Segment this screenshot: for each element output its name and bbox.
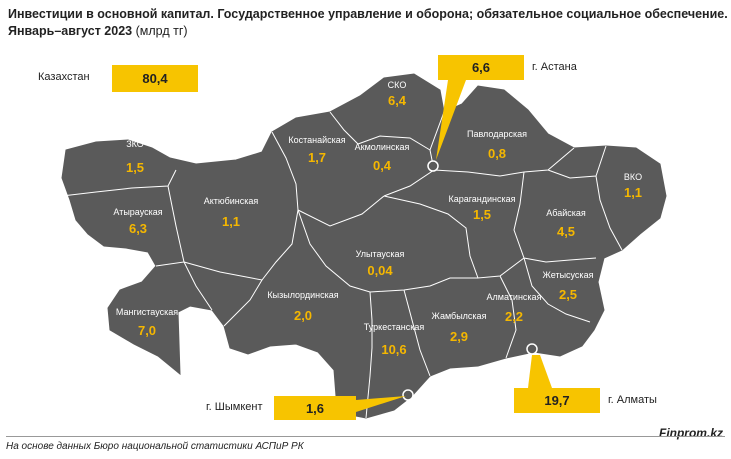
region-value-abai: 4,5 bbox=[556, 224, 576, 239]
shymkent-pointer bbox=[356, 396, 406, 412]
country-shape bbox=[61, 73, 667, 419]
title-line-1: Инвестиции в основной капитал. Государст… bbox=[8, 7, 728, 21]
astana-marker bbox=[427, 160, 439, 172]
total-value: 80,4 bbox=[112, 65, 198, 92]
region-name-turkestan: Туркестанская bbox=[363, 322, 425, 332]
astana-value: 6,6 bbox=[438, 55, 524, 80]
shymkent-label: г. Шымкент bbox=[206, 401, 263, 413]
region-name-sko: СКО bbox=[387, 80, 407, 90]
region-name-abai: Абайская bbox=[546, 208, 586, 218]
region-name-akmola: Акмолинская bbox=[354, 142, 410, 152]
region-name-kostanay: Костанайская bbox=[288, 135, 346, 145]
almaty-label: г. Алматы bbox=[608, 394, 657, 406]
region-name-pavlodar: Павлодарская bbox=[467, 129, 527, 139]
region-borders bbox=[61, 111, 623, 419]
region-value-akmola: 0,4 bbox=[372, 158, 392, 173]
almaty-marker bbox=[526, 343, 538, 355]
almaty-value: 19,7 bbox=[514, 388, 600, 413]
region-value-kostanay: 1,7 bbox=[307, 150, 327, 165]
chart-title: Инвестиции в основной капитал. Государст… bbox=[8, 6, 728, 40]
title-unit: (млрд тг) bbox=[135, 24, 188, 38]
region-name-kyzylorda: Кызылординская bbox=[267, 290, 339, 300]
region-name-ulytau: Улытауская bbox=[355, 249, 405, 259]
region-name-karaganda: Карагандинская bbox=[448, 194, 516, 204]
region-name-zhetysu: Жетысуская bbox=[542, 270, 594, 280]
region-value-almaty-region: 2,2 bbox=[504, 309, 524, 324]
region-name-almaty-region: Алматинская bbox=[486, 292, 542, 302]
source-note: На основе данных Бюро национальной стати… bbox=[6, 441, 304, 452]
region-value-zhetysu: 2,5 bbox=[558, 287, 578, 302]
region-value-kyzylorda: 2,0 bbox=[293, 308, 313, 323]
region-name-mangistau: Мангистауская bbox=[115, 307, 179, 317]
region-value-vko: 1,1 bbox=[623, 185, 643, 200]
footer-divider bbox=[6, 436, 725, 437]
shymkent-marker bbox=[402, 389, 414, 401]
region-value-zko: 1,5 bbox=[125, 160, 145, 175]
region-value-ulytau: 0,04 bbox=[367, 263, 393, 278]
total-label: Казахстан bbox=[38, 71, 90, 83]
brand-logo-text: Finprom.kz bbox=[658, 426, 723, 440]
region-name-zhambyl: Жамбылская bbox=[431, 311, 487, 321]
region-name-aktobe: Актюбинская bbox=[203, 196, 259, 206]
region-value-turkestan: 10,6 bbox=[381, 342, 407, 357]
region-value-atyrau: 6,3 bbox=[128, 221, 148, 236]
region-name-atyrau: Атырауская bbox=[113, 207, 163, 217]
region-value-zhambyl: 2,9 bbox=[449, 329, 469, 344]
region-value-mangistau: 7,0 bbox=[137, 323, 157, 338]
region-name-vko: ВКО bbox=[623, 172, 643, 182]
region-value-sko: 6,4 bbox=[387, 93, 407, 108]
region-value-karaganda: 1,5 bbox=[472, 207, 492, 222]
region-name-zko: ЗКО bbox=[126, 139, 144, 149]
astana-pointer bbox=[436, 80, 466, 160]
region-value-aktobe: 1,1 bbox=[221, 214, 241, 229]
almaty-pointer bbox=[528, 355, 552, 388]
title-period: Январь–август 2023 bbox=[8, 24, 133, 38]
shymkent-value: 1,6 bbox=[274, 396, 356, 420]
astana-label: г. Астана bbox=[532, 61, 577, 73]
region-value-pavlodar: 0,8 bbox=[487, 146, 507, 161]
